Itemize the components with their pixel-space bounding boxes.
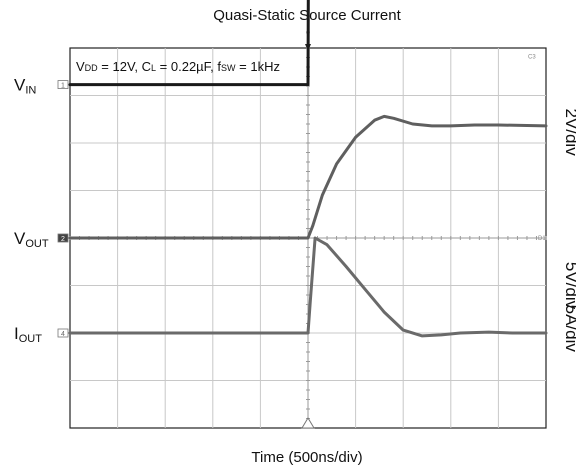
trace-v-out bbox=[68, 114, 548, 240]
x-axis-label: Time (500ns/div) bbox=[251, 449, 362, 466]
v-in-scale-label: 2V/div bbox=[562, 108, 576, 156]
i-out-label-main: I bbox=[14, 324, 19, 343]
v-in-label-sub: IN bbox=[25, 85, 36, 97]
v-out-label-sub: OUT bbox=[25, 238, 49, 250]
i-out-marker-number: 4 bbox=[61, 331, 65, 338]
v-out-marker-box bbox=[57, 233, 69, 243]
trace-layer bbox=[68, 0, 548, 338]
i-out-label: IOUT bbox=[14, 324, 42, 345]
v-out-scale-label: 5V/div bbox=[562, 262, 576, 310]
scope-grid bbox=[69, 30, 547, 429]
i-out-marker-box bbox=[57, 328, 69, 338]
v-out-marker-number: 2 bbox=[61, 236, 65, 243]
v-out-label-main: V bbox=[14, 229, 26, 248]
v-in-marker-number: 1 bbox=[61, 83, 65, 90]
trace-v-in bbox=[68, 0, 310, 87]
reference-indicator: D1 bbox=[538, 236, 546, 242]
v-in-label-main: V bbox=[14, 76, 26, 95]
v-out-label: VOUT bbox=[14, 229, 49, 250]
trace-i-out bbox=[68, 236, 548, 338]
v-in-label: VIN bbox=[14, 76, 36, 97]
i-out-label-sub: OUT bbox=[19, 333, 43, 345]
i-out-scale-label: 5A/div bbox=[562, 305, 576, 353]
trigger-indicator: C3 bbox=[528, 55, 536, 61]
trigger-level-marker bbox=[301, 417, 315, 429]
v-in-marker-box bbox=[57, 80, 69, 89]
conditions-annotation: VDD = 12V, CL = 0.22µF, fSW = 1kHz bbox=[76, 59, 280, 74]
